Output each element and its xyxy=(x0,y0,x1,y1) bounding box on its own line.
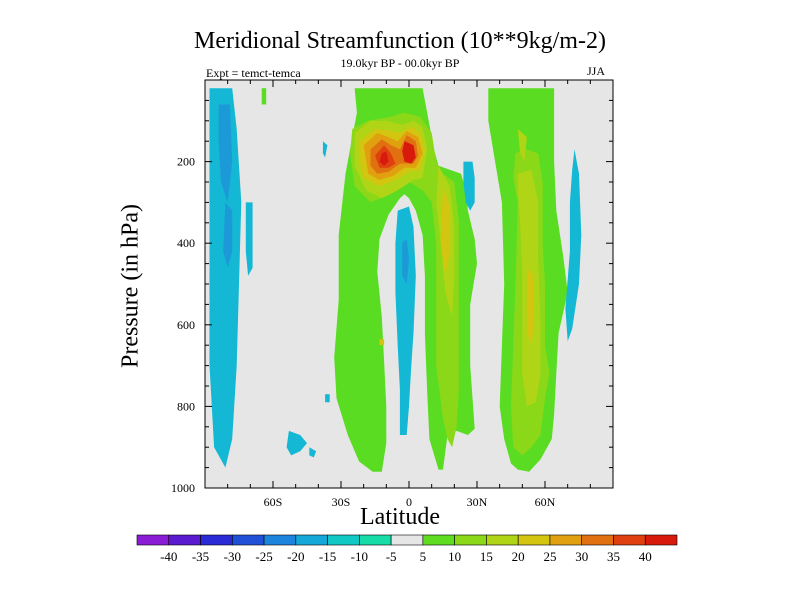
contour-region-2 xyxy=(223,202,233,268)
colorbar-box-3 xyxy=(231,534,265,546)
chart-title: Meridional Streamfunction (10**9kg/m-2) xyxy=(194,28,606,54)
y-tick-label: 600 xyxy=(177,318,195,332)
y-tick-label: 400 xyxy=(177,236,195,250)
colorbar-label: -40 xyxy=(160,549,177,564)
contour-region-6 xyxy=(286,430,307,456)
contour-region-23 xyxy=(402,239,409,284)
colorbar-box-12 xyxy=(517,534,551,546)
contour-region-1 xyxy=(218,104,233,203)
colorbar-label: -20 xyxy=(287,549,304,564)
colorbar-box-16 xyxy=(644,534,678,546)
colorbar-label: 20 xyxy=(512,549,525,564)
colorbar-box-4 xyxy=(263,534,297,546)
colorbar-label: 40 xyxy=(639,549,652,564)
colorbar-label: -5 xyxy=(386,549,397,564)
y-tick-label: 200 xyxy=(177,155,195,169)
contour-region-8 xyxy=(325,394,330,403)
colorbar-box-2 xyxy=(200,534,233,546)
colorbar-label: 25 xyxy=(543,549,556,564)
contour-region-0 xyxy=(209,88,242,468)
colorbar-box-11 xyxy=(486,534,519,546)
x-axis-label: Latitude xyxy=(360,504,440,530)
colorbar-box-1 xyxy=(168,534,201,546)
colorbar-box-10 xyxy=(454,534,487,546)
colorbar-label: 30 xyxy=(575,549,588,564)
colorbar-box-14 xyxy=(581,534,614,546)
colorbar-box-6 xyxy=(327,534,360,546)
contour-region-5 xyxy=(322,141,328,158)
x-tick-label: 30S xyxy=(332,495,351,509)
colorbar-box-5 xyxy=(295,534,328,546)
contour-region-25 xyxy=(463,161,475,211)
colorbar-label: 10 xyxy=(448,549,461,564)
contour-region-7 xyxy=(309,447,317,458)
colorbar-label: 35 xyxy=(607,549,620,564)
colorbar-box-13 xyxy=(549,534,583,546)
colorbar-label: -10 xyxy=(351,549,368,564)
contour-region-10 xyxy=(350,112,459,448)
contour-region-20 xyxy=(381,422,387,446)
colorbar-label: -15 xyxy=(319,549,336,564)
experiment-label: Expt = temct-temca xyxy=(206,66,301,80)
contour-region-28 xyxy=(517,129,527,162)
colorbar-box-8 xyxy=(390,534,424,546)
season-label: JJA xyxy=(587,64,606,78)
contour-region-31 xyxy=(565,149,582,342)
colorbar-box-7 xyxy=(359,534,392,546)
contour-region-19 xyxy=(379,151,389,166)
colorbar-label: -25 xyxy=(255,549,272,564)
y-tick-label: 1000 xyxy=(171,481,195,495)
x-tick-label: 30N xyxy=(467,495,488,509)
chart-subtitle: 19.0kyr BP - 00.0kyr BP xyxy=(340,56,460,70)
colorbar-label: 5 xyxy=(420,549,427,564)
x-tick-label: 60S xyxy=(264,495,283,509)
colorbar-box-9 xyxy=(422,534,455,546)
x-tick-label: 60N xyxy=(535,495,556,509)
contour-region-21 xyxy=(379,339,385,346)
colorbar-label: -35 xyxy=(192,549,209,564)
y-tick-label: 800 xyxy=(177,399,195,413)
contour-region-30 xyxy=(526,267,534,346)
colorbar-box-0 xyxy=(136,534,170,546)
contour-region-3 xyxy=(245,202,253,276)
contour-region-13 xyxy=(440,186,450,276)
colorbar-label: -30 xyxy=(224,549,241,564)
colorbar-label: 15 xyxy=(480,549,493,564)
colorbar-box-15 xyxy=(613,534,646,546)
x-tick-label: 0 xyxy=(406,495,412,509)
contour-region-24 xyxy=(402,316,409,350)
contour-region-4 xyxy=(261,88,267,105)
contour-region-18 xyxy=(402,141,416,164)
